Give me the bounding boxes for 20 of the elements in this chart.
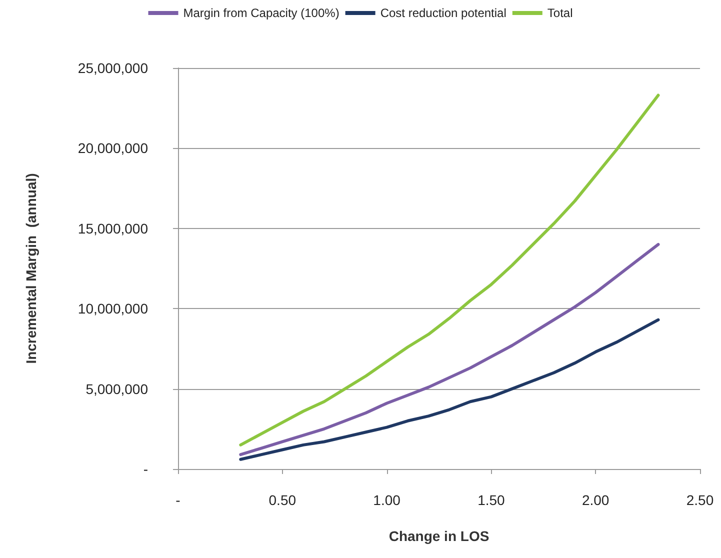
y-tick-label: 10,000,000 — [78, 300, 148, 317]
legend-label: Cost reduction potential — [380, 6, 506, 20]
line-series — [239, 94, 660, 446]
x-axis-title: Change in LOS — [388, 528, 490, 544]
x-tick-label: 2.50 — [686, 492, 714, 508]
x-tick-label: - — [176, 492, 181, 508]
x-tick-label: 1.50 — [478, 492, 506, 508]
legend-label: Total — [547, 6, 573, 20]
x-tick-label: 0.50 — [268, 492, 296, 508]
y-tick-label: 25,000,000 — [78, 60, 148, 76]
x-tick-label: 2.00 — [582, 492, 610, 508]
line-series — [239, 318, 660, 461]
y-axis-title: Incremental Margin (annual) — [23, 173, 39, 364]
x-tick-label: 1.00 — [373, 492, 401, 508]
y-tick-label: - — [143, 461, 148, 477]
line-series — [239, 242, 660, 456]
y-tick-label: 20,000,000 — [78, 140, 148, 156]
y-tick-label: 5,000,000 — [86, 380, 148, 397]
legend-label: Margin from Capacity (100%) — [183, 6, 340, 20]
y-tick-label: 15,000,000 — [78, 220, 148, 236]
